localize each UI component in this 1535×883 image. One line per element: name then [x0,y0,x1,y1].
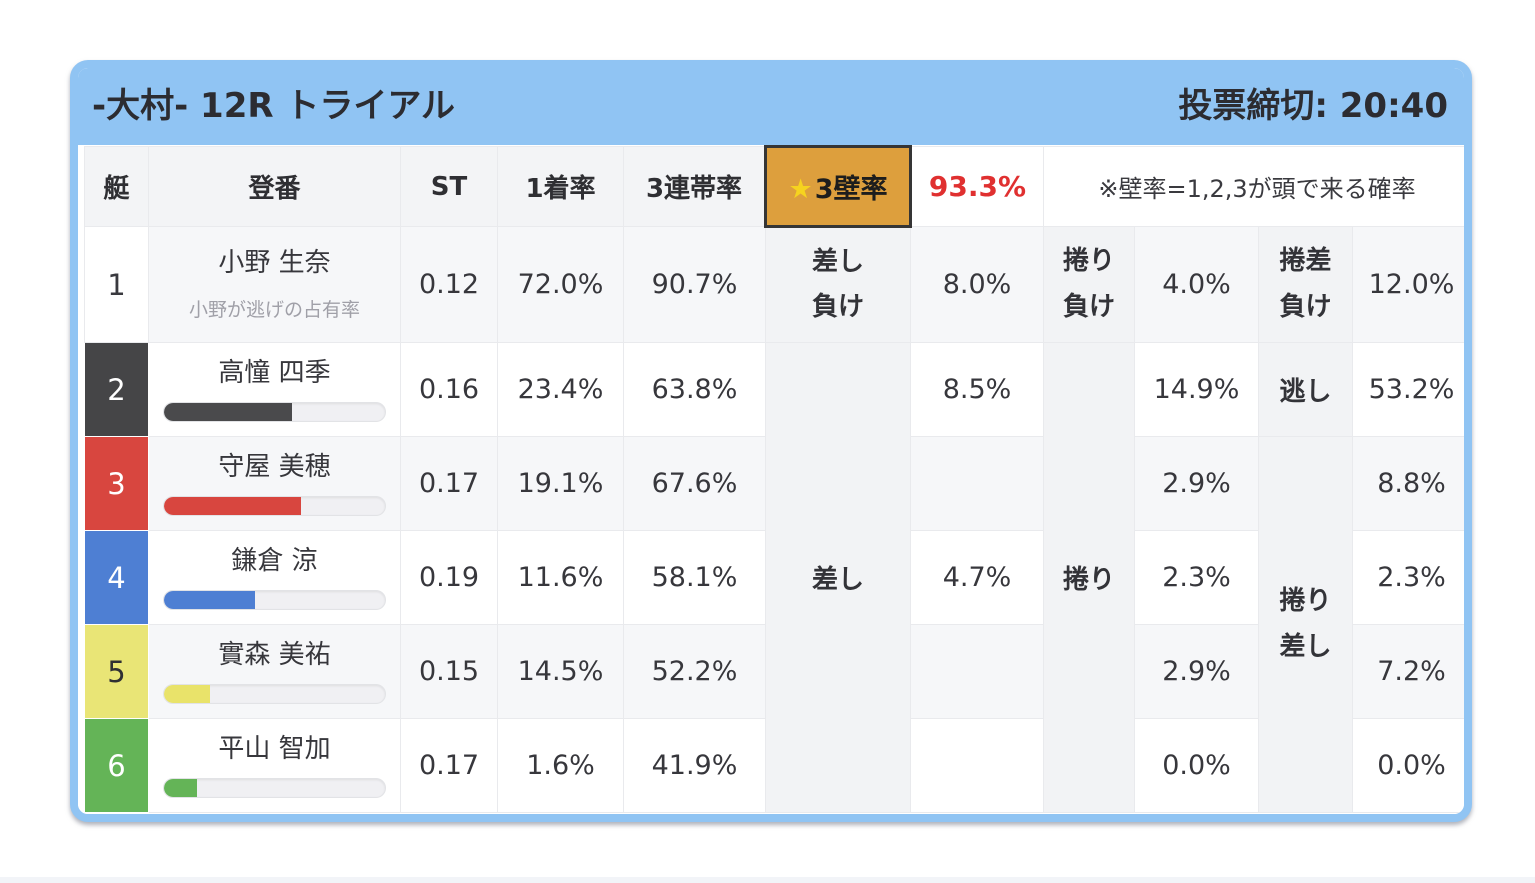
racer-subtext-1: 小野が逃げの占有率 [188,298,360,321]
makuri-make-value-1: 4.0% [1134,226,1259,343]
racer-name-4: 鎌倉 涼 [231,545,318,576]
makuri-value-2: 14.9% [1134,342,1259,437]
stat-bar-fill-6 [164,779,198,798]
sashi-make-value-1: 8.0% [910,226,1044,343]
makuri-sashi-value-5: 7.2% [1351,624,1464,719]
boat-number-2: 2 [84,342,149,437]
st-value-6: 0.17 [400,718,498,813]
st-value-2: 0.16 [400,342,498,437]
race-card: -大村- 12R トライアル 投票締切: 20:40 艇 登番 ST 1着率 3… [70,60,1472,822]
table-row-boat-6: 6 平山 智加 0.17 1.6% 41.9% 0.0% 0.0% [84,718,1464,813]
racer-name-2: 高憧 四季 [218,357,331,388]
wall-rate-label: 3壁率 [814,174,888,205]
table-row-boat-2: 2 高憧 四季 0.16 23.4% 63.8% 差し 8.5% 捲り 14.9… [84,342,1464,813]
top3-rate-6: 41.9% [623,718,766,813]
st-value-3: 0.17 [400,436,498,531]
race-table: 艇 登番 ST 1着率 3連帯率 ★3壁率 93.3% ※壁率=1,2,3が頭で… [84,145,1464,813]
racer-name-3: 守屋 美穂 [218,451,331,482]
boat-number-5: 5 [84,624,149,719]
table-row-boat-5: 5 實森 美祐 0.15 14.5% 52.2% 2.9% 7.2% [84,624,1464,719]
stat-bar-3 [163,496,386,517]
makuri-value-6: 0.0% [1134,718,1259,813]
stat-bar-fill-5 [164,685,211,704]
racer-name-5: 實森 美祐 [218,639,331,670]
stat-bar-fill-4 [164,591,255,610]
star-icon: ★ [788,174,813,205]
win-rate-5: 14.5% [497,624,624,719]
racer-cell-5: 實森 美祐 [148,624,401,719]
wall-rate-badge[interactable]: ★3壁率 [764,145,912,228]
top3-rate-3: 67.6% [623,436,766,531]
makuri-sashi-value-3: 8.8% [1351,436,1464,531]
label-makurizashi-make: 捲差 負け [1258,226,1353,343]
col-header-boat: 艇 [84,146,149,227]
st-value-4: 0.19 [400,530,498,625]
sashi-value-6 [910,718,1044,813]
label-makuri-make: 捲り 負け [1043,226,1135,343]
win-rate-2: 23.4% [497,342,624,437]
wall-rate-note: ※壁率=1,2,3が頭で来る確率 [1042,146,1464,227]
table-row-boat-4: 4 鎌倉 涼 0.19 11.6% 58.1% 4.7% 2.3% 2.3% [84,530,1464,625]
table-header-row: 艇 登番 ST 1着率 3連帯率 ★3壁率 93.3% ※壁率=1,2,3が頭で… [84,145,1464,228]
makuri-sashi-value-4: 2.3% [1351,530,1464,625]
race-title: -大村- 12R トライアル [92,86,456,126]
racer-name-1: 小野 生奈 [218,248,331,279]
racer-cell-6: 平山 智加 [148,718,401,813]
boat-number-1: 1 [84,226,149,343]
label-makuri-merged: 捲り [1043,342,1135,813]
col-header-racer: 登番 [148,146,401,227]
st-value-1: 0.12 [400,226,498,343]
stat-bar-5 [163,684,386,705]
boat-number-3: 3 [84,436,149,531]
boat-number-4: 4 [84,530,149,625]
top3-rate-5: 52.2% [623,624,766,719]
nigashi-value-2: 53.2% [1351,342,1464,437]
win-rate-6: 1.6% [497,718,624,813]
makurizashi-make-value-1: 12.0% [1351,226,1464,343]
label-nigashi: 逃し [1258,342,1353,437]
boat-number-6: 6 [84,718,149,813]
racer-cell-1: 小野 生奈 小野が逃げの占有率 [148,226,401,343]
label-sashi-make: 差し 負け [765,226,911,343]
wall-rate-value: 93.3% [910,146,1044,227]
win-rate-1: 72.0% [497,226,624,343]
makuri-value-5: 2.9% [1134,624,1259,719]
racer-cell-3: 守屋 美穂 [148,436,401,531]
col-header-top3-rate: 3連帯率 [623,146,766,227]
col-header-st: ST [400,146,498,227]
racer-cell-4: 鎌倉 涼 [148,530,401,625]
page-bottom-strip [0,877,1535,883]
makuri-sashi-value-6: 0.0% [1351,718,1464,813]
label-makuri-sashi-merged: 捲り 差し [1258,436,1353,813]
win-rate-3: 19.1% [497,436,624,531]
stat-bar-4 [163,590,386,611]
col-header-win-rate: 1着率 [497,146,624,227]
stat-bar-fill-3 [164,497,302,516]
top3-rate-1: 90.7% [623,226,766,343]
makuri-value-4: 2.3% [1134,530,1259,625]
stat-bar-2 [163,402,386,423]
sashi-value-2: 8.5% [910,342,1044,437]
vote-deadline: 投票締切: 20:40 [1178,86,1448,126]
table-row-boat-1: 1 小野 生奈 小野が逃げの占有率 0.12 72.0% 90.7% 差し 負け… [84,226,1464,343]
top3-rate-2: 63.8% [623,342,766,437]
race-card-header: -大村- 12R トライアル 投票締切: 20:40 [78,68,1464,145]
racer-cell-2: 高憧 四季 [148,342,401,437]
racer-name-6: 平山 智加 [218,733,331,764]
label-sashi-merged: 差し [765,342,911,813]
st-value-5: 0.15 [400,624,498,719]
makuri-value-3: 2.9% [1134,436,1259,531]
race-table-container: 艇 登番 ST 1着率 3連帯率 ★3壁率 93.3% ※壁率=1,2,3が頭で… [78,145,1464,814]
win-rate-4: 11.6% [497,530,624,625]
stat-bar-6 [163,778,386,799]
sashi-value-5 [910,624,1044,719]
sashi-value-3 [910,436,1044,531]
sashi-value-4: 4.7% [910,530,1044,625]
stat-bar-fill-2 [164,403,293,422]
top3-rate-4: 58.1% [623,530,766,625]
table-row-boat-3: 3 守屋 美穂 0.17 19.1% 67.6% 2.9% 捲り 差し 8.8% [84,436,1464,813]
